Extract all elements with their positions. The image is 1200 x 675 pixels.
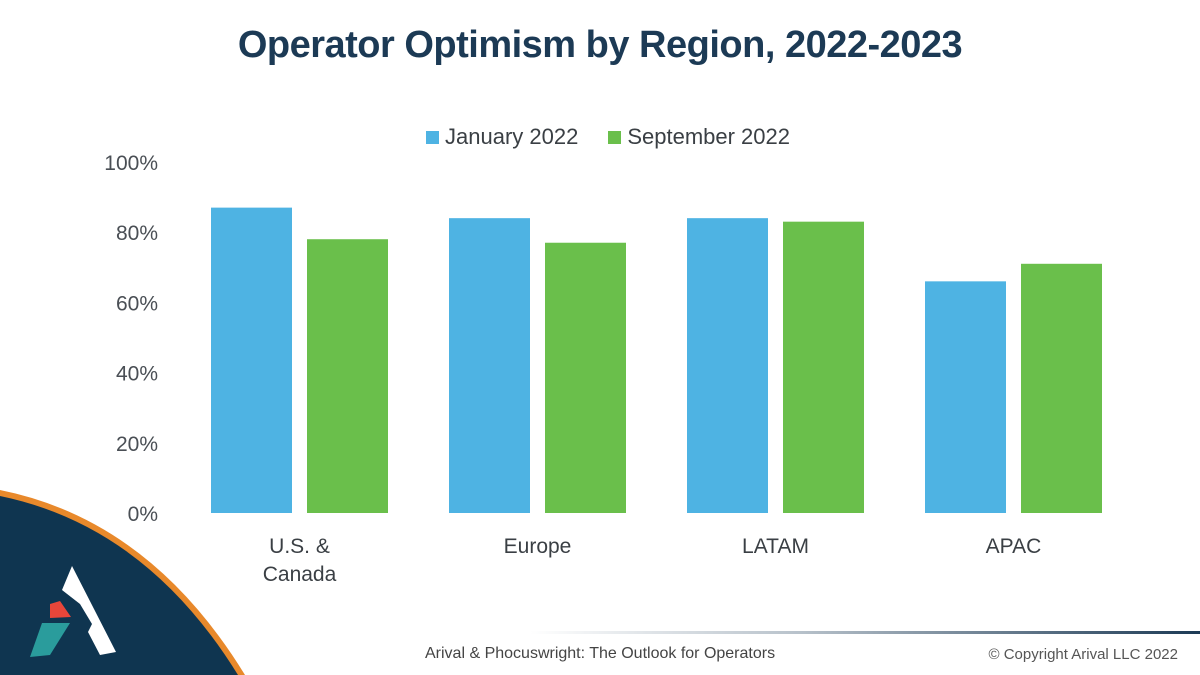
- footer-copyright: © Copyright Arival LLC 2022: [988, 646, 1179, 663]
- arival-a-logo-icon: [30, 566, 116, 657]
- legend-label-series-1: September 2022: [627, 124, 790, 149]
- legend-item-series-1: September 2022: [608, 124, 790, 150]
- y-tick-label: 20%: [116, 433, 158, 456]
- footer-source: Arival & Phocuswright: The Outlook for O…: [425, 645, 776, 662]
- y-tick-label: 100%: [104, 152, 158, 175]
- y-tick-label: 40%: [116, 363, 158, 386]
- x-tick-label: Europe: [504, 535, 572, 558]
- chart-legend: January 2022 September 2022: [0, 124, 1200, 150]
- x-tick-label: U.S. &: [269, 535, 330, 558]
- x-tick-label: LATAM: [742, 535, 809, 558]
- bar-january-2022-0: [211, 207, 292, 513]
- bar-january-2022-2: [687, 218, 768, 513]
- legend-label-series-0: January 2022: [445, 124, 579, 149]
- legend-swatch-series-1: [608, 130, 622, 144]
- bar-january-2022-3: [925, 281, 1006, 513]
- x-axis: U.S. & Canada Europe LATAM APAC: [263, 535, 1042, 586]
- bar-september-2022-1: [545, 242, 626, 514]
- footer-divider: [530, 631, 1200, 634]
- y-tick-label: 60%: [116, 292, 158, 315]
- bar-january-2022-1: [449, 218, 530, 513]
- x-tick-label: Canada: [263, 563, 337, 586]
- bars: [211, 207, 1102, 514]
- legend-item-series-0: January 2022: [426, 124, 578, 150]
- y-axis: 0% 20% 40% 60% 80% 100%: [104, 152, 158, 526]
- bar-september-2022-2: [783, 221, 864, 514]
- y-tick-label: 0%: [128, 503, 158, 526]
- legend-swatch-series-0: [426, 130, 439, 144]
- y-tick-label: 80%: [116, 222, 158, 245]
- bar-september-2022-3: [1021, 263, 1102, 513]
- x-tick-label: APAC: [986, 535, 1042, 558]
- chart-title: Operator Optimism by Region, 2022-2023: [237, 24, 963, 66]
- bar-september-2022-0: [307, 239, 388, 513]
